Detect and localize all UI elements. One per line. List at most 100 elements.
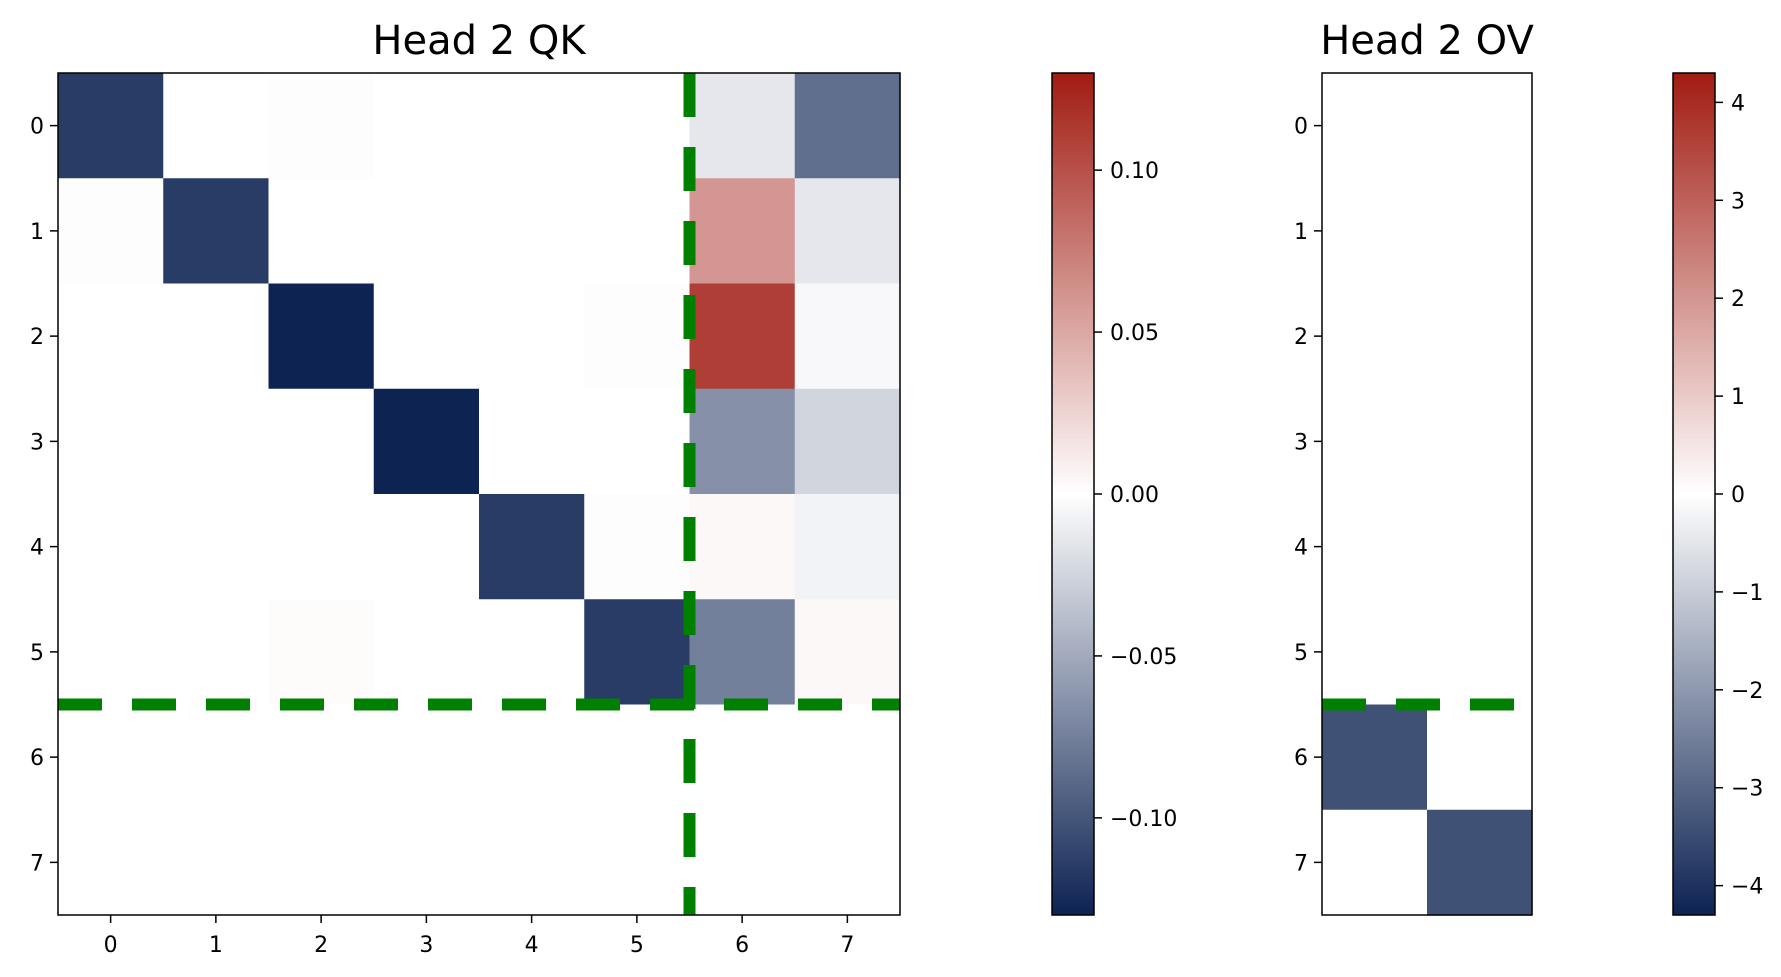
qk-cell [689, 388, 796, 495]
ov-y-tick-label: 2 [1294, 325, 1308, 350]
qk-x-tick-label: 0 [104, 933, 118, 958]
qk-cell [479, 73, 585, 179]
qk-cell [58, 73, 164, 179]
ov-cell [1427, 599, 1533, 706]
qk-y-tick-label: 3 [30, 430, 44, 455]
qk-x-tick-label: 7 [840, 933, 854, 958]
ov-cell [1322, 178, 1428, 285]
qk-cell [794, 388, 901, 495]
ov-colorbar-tick-label: −2 [1731, 679, 1763, 704]
ov-y-tick-label: 6 [1294, 746, 1308, 771]
ov-y-tick-label: 0 [1294, 115, 1308, 140]
ov-cell [1427, 178, 1533, 285]
qk-cell [794, 809, 901, 916]
qk-colorbar-ticks: 0.10 0.05 0.00 −0.05 −0.10 [1094, 159, 1177, 832]
qk-cell [58, 178, 164, 285]
qk-colorbar-tick-label: 0.05 [1110, 321, 1159, 346]
ov-cell [1427, 283, 1533, 390]
qk-colorbar-tick-label: −0.05 [1110, 645, 1177, 670]
qk-x-tick-label: 5 [630, 933, 644, 958]
ov-y-tick-label: 1 [1294, 220, 1308, 245]
ov-y-tick-label: 5 [1294, 641, 1308, 666]
ov-colorbar-tick-label: 4 [1731, 91, 1745, 116]
qk-cell [163, 283, 270, 390]
ov-colorbar-tick-label: 0 [1731, 483, 1745, 508]
qk-cell [58, 494, 164, 600]
qk-cell [163, 494, 270, 600]
ov-cell [1322, 73, 1428, 179]
qk-cell [268, 599, 375, 706]
qk-cell [794, 73, 901, 179]
qk-cell [584, 704, 691, 811]
qk-x-ticks: 0 1 2 3 4 5 6 7 [104, 915, 854, 958]
qk-cell [163, 178, 270, 285]
qk-cell [584, 599, 691, 706]
qk-cell [268, 178, 375, 285]
qk-cell [689, 809, 796, 916]
qk-colorbar-bar [1051, 72, 1095, 916]
qk-cell [58, 704, 164, 811]
qk-cell [268, 73, 375, 179]
ov-cell [1322, 494, 1428, 600]
qk-cell [268, 494, 375, 600]
qk-colorbar: 0.10 0.05 0.00 −0.05 −0.10 [1051, 72, 1177, 916]
qk-cell [689, 178, 796, 285]
qk-y-tick-label: 6 [30, 746, 44, 771]
qk-cell [479, 599, 585, 706]
qk-cell [163, 599, 270, 706]
ov-cell [1427, 809, 1533, 916]
qk-cell [58, 809, 164, 916]
qk-cell [584, 494, 691, 600]
ov-cell [1427, 704, 1533, 811]
qk-cell [373, 388, 480, 495]
ov-cell [1322, 704, 1428, 811]
ov-frame [1321, 72, 1533, 916]
ov-y-tick-label: 3 [1294, 430, 1308, 455]
qk-x-tick-label: 2 [314, 933, 328, 958]
ov-colorbar: 4 3 2 1 0 −1 −2 −3 −4 [1672, 72, 1763, 916]
qk-cell [163, 73, 270, 179]
ov-cell [1427, 388, 1533, 495]
ov-colorbar-tick-label: −3 [1731, 777, 1763, 802]
qk-cells [58, 73, 901, 916]
qk-x-tick-label: 1 [209, 933, 223, 958]
qk-cell [373, 704, 480, 811]
qk-y-tick-label: 2 [30, 325, 44, 350]
qk-cell [373, 809, 480, 916]
ov-cell [1322, 283, 1428, 390]
ov-title: Head 2 OV [1320, 18, 1534, 64]
qk-cell [58, 388, 164, 495]
qk-cell [58, 283, 164, 390]
qk-y-tick-label: 1 [30, 220, 44, 245]
qk-cell [163, 809, 270, 916]
qk-cell [58, 599, 164, 706]
ov-y-ticks: 0 1 2 3 4 5 6 7 [1294, 115, 1322, 876]
qk-cell [794, 494, 901, 600]
qk-cell [479, 283, 585, 390]
qk-colorbar-tick-label: −0.10 [1110, 807, 1177, 832]
ov-cell [1322, 599, 1428, 706]
qk-colorbar-tick-label: 0.00 [1110, 483, 1159, 508]
ov-colorbar-tick-label: −1 [1731, 581, 1763, 606]
qk-cell [268, 388, 375, 495]
qk-cell [584, 73, 691, 179]
qk-y-tick-label: 4 [30, 536, 44, 561]
qk-panel: Head 2 QK 0 1 2 3 4 5 6 7 0 1 2 3 4 5 6 7 [30, 18, 901, 958]
qk-cell [689, 704, 796, 811]
qk-y-ticks: 0 1 2 3 4 5 6 7 [30, 115, 58, 876]
ov-y-tick-label: 4 [1294, 536, 1308, 561]
qk-cell [373, 599, 480, 706]
qk-cell [689, 283, 796, 390]
qk-frame [57, 72, 901, 916]
qk-cell [584, 178, 691, 285]
ov-y-tick-label: 7 [1294, 851, 1308, 876]
ov-cell [1322, 388, 1428, 495]
qk-cell [689, 494, 796, 600]
qk-cell [268, 809, 375, 916]
ov-colorbar-tick-label: 1 [1731, 385, 1745, 410]
qk-title: Head 2 QK [372, 18, 587, 64]
qk-y-tick-label: 0 [30, 115, 44, 140]
qk-cell [373, 178, 480, 285]
qk-cell [584, 809, 691, 916]
